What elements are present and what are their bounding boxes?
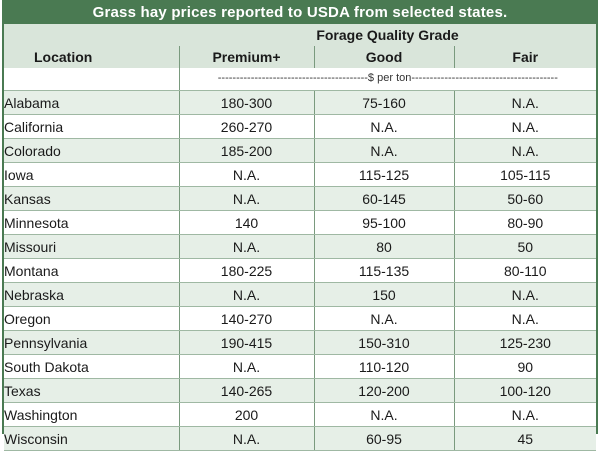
premium-cell: 140-270 [178,306,314,331]
premium-cell: 140 [178,210,314,235]
fair-cell: N.A. [453,402,597,427]
location-cell: Iowa [4,162,179,187]
good-header: Good [313,46,454,68]
fair-cell: N.A. [453,306,597,331]
table-row: Alabama 180-300 75-160 N.A. [4,90,597,115]
good-cell: 60-145 [313,186,454,211]
fair-cell: N.A. [453,282,597,307]
premium-cell: 180-300 [178,90,314,115]
table-row: Washington 200 N.A. N.A. [4,402,597,427]
location-cell: South Dakota [4,354,179,379]
header-group-row: Forage Quality Grade [4,24,597,46]
unit-label: ----------------------------------------… [217,71,558,84]
location-cell: Colorado [4,138,179,163]
premium-cell: N.A. [178,162,314,187]
good-cell: 115-125 [313,162,454,187]
location-cell: Nebraska [4,282,179,307]
hay-price-table: Forage Quality Grade Location Premium+ G… [4,24,597,451]
good-cell: 80 [313,234,454,259]
fair-cell: N.A. [453,114,597,139]
fair-cell: 100-120 [453,378,597,403]
premium-cell: N.A. [178,282,314,307]
location-header: Location [4,46,179,68]
fair-cell: 45 [453,426,597,451]
good-cell: N.A. [313,114,454,139]
premium-cell: N.A. [178,354,314,379]
premium-cell: N.A. [178,186,314,211]
table-row: Wisconsin N.A. 60-95 45 [4,426,597,451]
table-row: Montana 180-225 115-135 80-110 [4,258,597,283]
table-row: Kansas N.A. 60-145 50-60 [4,186,597,211]
table-row: South Dakota N.A. 110-120 90 [4,354,597,379]
fair-cell: N.A. [453,90,597,115]
fair-cell: 50 [453,234,597,259]
location-cell: Alabama [4,90,179,115]
fair-cell: N.A. [453,138,597,163]
fair-cell: 105-115 [453,162,597,187]
good-cell: N.A. [313,402,454,427]
premium-cell: N.A. [178,426,314,451]
location-cell: Washington [4,402,179,427]
location-cell: Wisconsin [4,426,179,451]
premium-cell: 140-265 [178,378,314,403]
location-cell: Kansas [4,186,179,211]
table-row: Nebraska N.A. 150 N.A. [4,282,597,307]
table-row: Oregon 140-270 N.A. N.A. [4,306,597,331]
location-cell: Oregon [4,306,179,331]
table-row: California 260-270 N.A. N.A. [4,114,597,139]
location-cell: Texas [4,378,179,403]
premium-cell: 260-270 [178,114,314,139]
premium-cell: 190-415 [178,330,314,355]
good-cell: 150-310 [313,330,454,355]
location-cell: California [4,114,179,139]
table-row: Pennsylvania 190-415 150-310 125-230 [4,330,597,355]
location-cell: Missouri [4,234,179,259]
table-title: Grass hay prices reported to USDA from s… [4,2,596,24]
fair-cell: 90 [453,354,597,379]
location-cell: Montana [4,258,179,283]
fair-cell: 80-110 [453,258,597,283]
unit-row: ----------------------------------------… [4,68,597,91]
good-cell: N.A. [313,138,454,163]
fair-cell: 125-230 [453,330,597,355]
good-cell: 95-100 [313,210,454,235]
fair-header: Fair [453,46,597,68]
location-cell: Minnesota [4,210,179,235]
table-row: Texas 140-265 120-200 100-120 [4,378,597,403]
premium-cell: 185-200 [178,138,314,163]
grade-group-header: Forage Quality Grade [179,24,597,46]
good-cell: 75-160 [313,90,454,115]
good-cell: 150 [313,282,454,307]
good-cell: 110-120 [313,354,454,379]
location-cell: Pennsylvania [4,330,179,355]
fair-cell: 50-60 [453,186,597,211]
good-cell: N.A. [313,306,454,331]
header-columns-row: Location Premium+ Good Fair [4,46,597,68]
good-cell: 60-95 [313,426,454,451]
premium-cell: 180-225 [178,258,314,283]
premium-cell: N.A. [178,234,314,259]
table-row: Colorado 185-200 N.A. N.A. [4,138,597,163]
good-cell: 120-200 [313,378,454,403]
good-cell: 115-135 [313,258,454,283]
table-row: Iowa N.A. 115-125 105-115 [4,162,597,187]
premium-cell: 200 [178,402,314,427]
fair-cell: 80-90 [453,210,597,235]
table-row: Missouri N.A. 80 50 [4,234,597,259]
table-row: Minnesota 140 95-100 80-90 [4,210,597,235]
premium-header: Premium+ [178,46,314,68]
